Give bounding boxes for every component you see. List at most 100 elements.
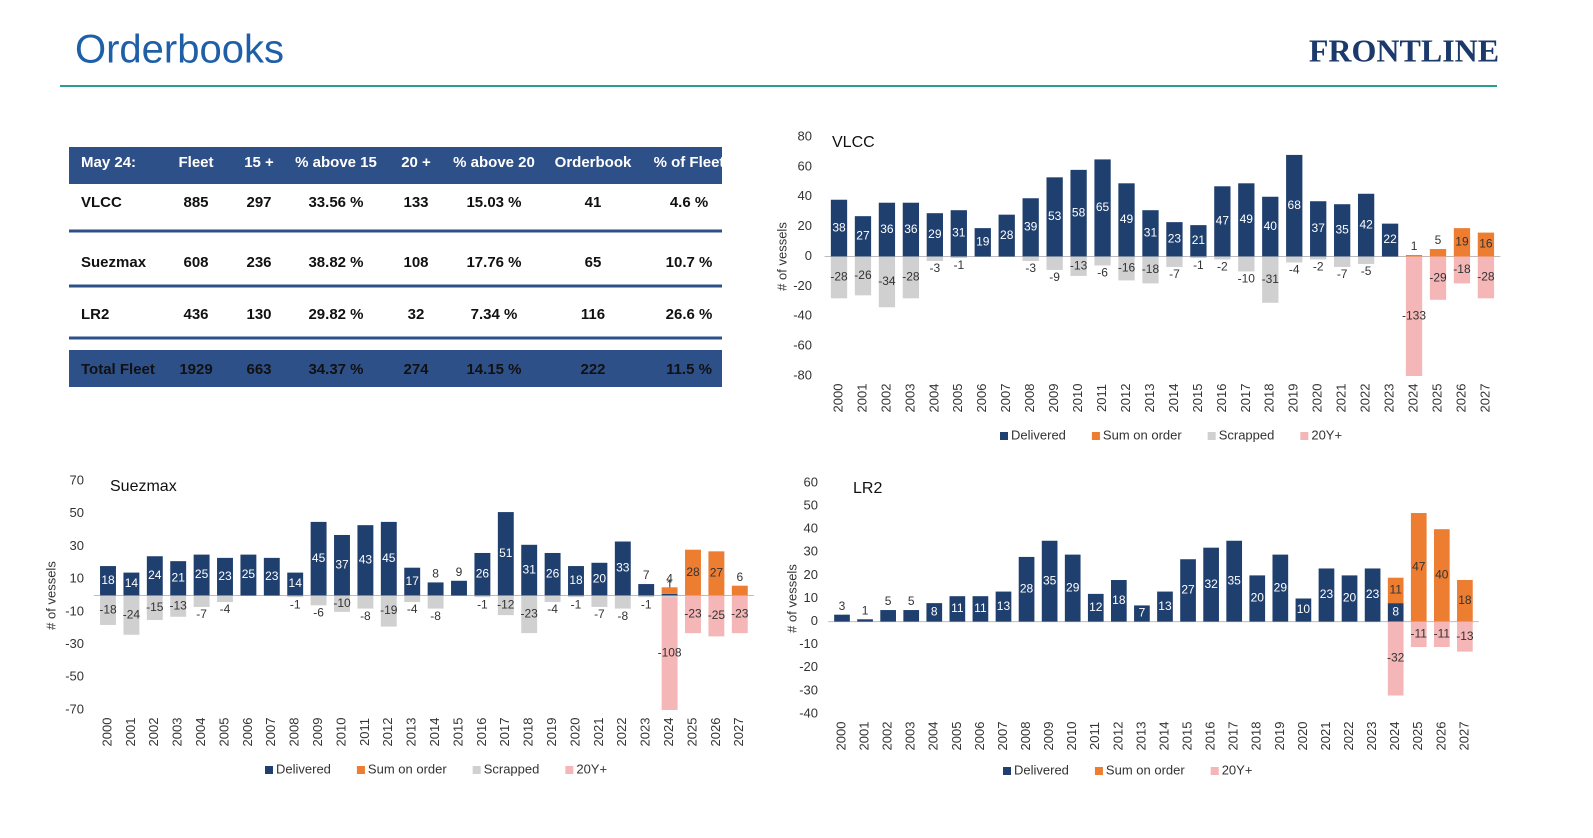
bar	[1387, 577, 1404, 604]
bar	[926, 256, 943, 261]
x-tick-label: 2004	[926, 722, 941, 751]
bar	[1249, 575, 1266, 622]
table-header-bg	[69, 147, 722, 184]
bar	[146, 595, 163, 621]
x-tick-label: 2015	[1179, 722, 1194, 751]
x-tick-label: 2001	[854, 384, 869, 413]
data-label: 36	[880, 222, 894, 236]
data-label: -5	[1361, 264, 1372, 278]
data-label: -2	[1217, 260, 1228, 274]
bar	[857, 619, 873, 622]
x-tick-label: 2006	[240, 718, 255, 747]
bar	[1310, 201, 1327, 257]
data-label: 8	[432, 567, 439, 581]
x-tick-label: 2008	[1018, 722, 1033, 751]
legend-label: 20Y+	[576, 761, 607, 776]
x-tick-label: 2017	[1238, 384, 1253, 413]
table-header-cell: % above 15	[295, 154, 377, 171]
x-tick-label: 2007	[998, 384, 1013, 413]
x-tick-label: 2000	[833, 722, 848, 751]
y-tick-label: -70	[65, 701, 84, 716]
bar	[1118, 256, 1135, 281]
data-label: -6	[1097, 266, 1108, 280]
x-tick-label: 2002	[146, 718, 161, 747]
bar	[1453, 256, 1471, 284]
x-tick-label: 2012	[1110, 722, 1125, 751]
bar	[1410, 513, 1427, 622]
x-tick-label: 2009	[310, 718, 325, 747]
x-tick-label: 2000	[830, 384, 845, 413]
x-tick-label: 2016	[1214, 384, 1229, 413]
x-tick-label: 2014	[427, 718, 442, 747]
data-label: -19	[380, 603, 398, 617]
bar	[591, 595, 608, 607]
table-header-cell: 15 +	[244, 154, 274, 171]
bar	[217, 557, 233, 596]
x-tick-label: 2022	[614, 718, 629, 747]
table-cell: Suezmax	[81, 254, 147, 271]
legend-label: Delivered	[276, 761, 331, 776]
table-header-cell: May 24:	[81, 154, 136, 171]
x-tick-label: 2005	[949, 722, 964, 751]
table-cell: 885	[183, 194, 208, 211]
bar	[146, 556, 163, 596]
data-label: 26	[546, 566, 560, 580]
x-tick-label: 2023	[1382, 384, 1397, 413]
data-label: 38	[832, 220, 846, 234]
data-label: 49	[1120, 212, 1134, 226]
x-tick-label: 2006	[972, 722, 987, 751]
table-cell: 108	[403, 254, 428, 271]
data-label: -32	[1387, 651, 1405, 665]
x-tick-label: 2013	[404, 718, 419, 747]
data-label: 31	[952, 226, 966, 240]
legend-swatch	[1003, 767, 1011, 775]
x-tick-label: 2001	[857, 722, 872, 751]
bar	[1334, 256, 1351, 267]
bar	[1272, 554, 1289, 622]
x-tick-label: 2007	[263, 718, 278, 747]
chart-title: VLCC	[832, 134, 875, 151]
data-label: 29	[1066, 580, 1080, 594]
data-label: -6	[313, 605, 324, 619]
x-tick-label: 2015	[1190, 384, 1205, 413]
data-label: 43	[359, 553, 373, 567]
legend-label: Scrapped	[484, 761, 540, 776]
bar	[1477, 256, 1495, 299]
bar	[1318, 568, 1335, 622]
x-tick-label: 2003	[903, 722, 918, 751]
x-tick-label: 2015	[450, 718, 465, 747]
data-label: 16	[1479, 237, 1493, 251]
x-tick-label: 2026	[708, 718, 723, 747]
bar	[998, 214, 1015, 257]
data-label: 1	[666, 578, 673, 592]
bar	[1087, 593, 1104, 622]
y-tick-label: 30	[804, 544, 818, 559]
data-label: 28	[1000, 228, 1014, 242]
bar	[1134, 605, 1150, 622]
y-tick-label: 10	[804, 590, 818, 605]
bar	[1453, 228, 1471, 257]
bar	[568, 566, 584, 596]
data-label: 47	[1216, 214, 1230, 228]
x-tick-label: 2011	[357, 718, 372, 746]
data-label: 45	[312, 551, 326, 565]
bar	[661, 595, 678, 598]
x-tick-label: 2014	[1166, 384, 1181, 413]
bar	[1238, 256, 1255, 272]
bar	[830, 199, 848, 257]
x-tick-label: 2017	[497, 718, 512, 747]
legend-label: Delivered	[1011, 427, 1066, 442]
bar	[1142, 210, 1159, 257]
bar	[661, 587, 678, 594]
data-label: -4	[1289, 263, 1300, 277]
x-tick-label: 2003	[902, 384, 917, 413]
data-label: -24	[123, 607, 141, 621]
x-tick-label: 2021	[591, 718, 606, 747]
bar	[834, 614, 850, 622]
data-label: 8	[1392, 605, 1399, 619]
data-label: 10	[1297, 602, 1311, 616]
data-label: -8	[617, 609, 628, 623]
bar	[287, 572, 304, 596]
data-label: -2	[1313, 260, 1324, 274]
